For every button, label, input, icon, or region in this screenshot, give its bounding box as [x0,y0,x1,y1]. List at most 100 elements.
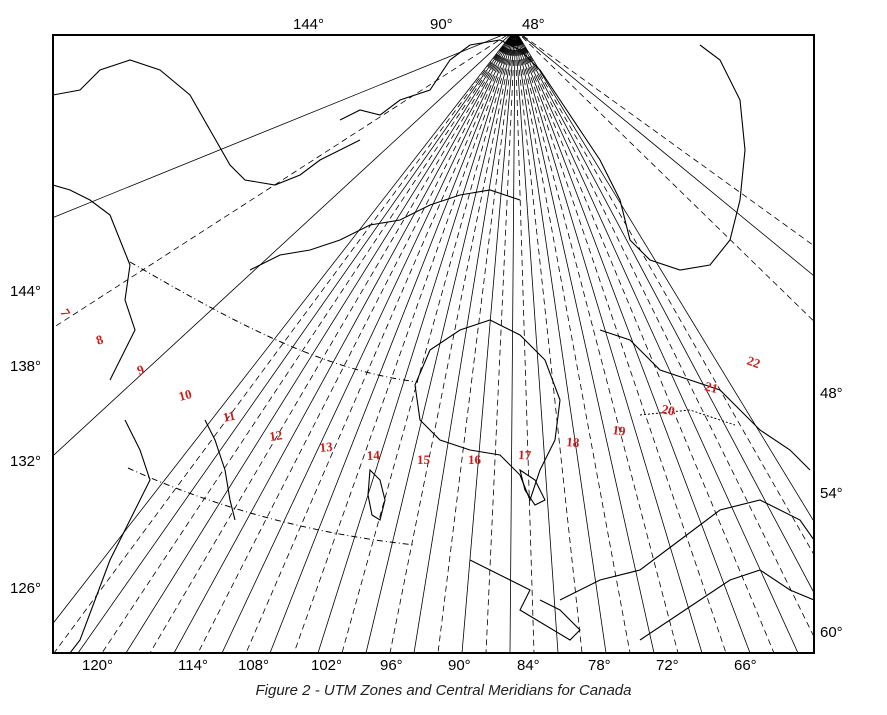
bottom-label-120: 120° [82,657,113,674]
right-label-48: 48° [820,385,843,402]
zone-boundary-line [515,35,679,653]
central-meridian-line [514,35,559,653]
left-degree-labels: 144° 138° 132° 126° [10,283,41,597]
zone-boundary-line [515,35,583,653]
bottom-label-66: 66° [734,657,757,674]
central-meridian-line [515,35,607,653]
central-meridian-line [516,35,799,653]
zone-boundary-line [516,35,775,653]
bottom-label-114: 114° [178,657,208,674]
bottom-label-108: 108° [238,657,269,674]
top-label-48: 48° [522,16,545,33]
provincial-boundary-bc-ab [204,419,236,521]
central-meridian-line [515,35,655,653]
right-label-60: 60° [820,624,843,641]
great-lakes [469,559,581,641]
zone-label-8: 8 [94,331,106,347]
central-meridian-line [517,35,814,523]
central-meridian-line [517,35,814,594]
central-meridian-line [173,35,513,653]
zone-label-17: 17 [518,447,532,463]
left-label-144: 144° [10,283,41,300]
bottom-label-78: 78° [588,657,611,674]
atlantic-coast [639,569,814,641]
zone-number-labels: 7 8 9 10 11 12 13 14 15 16 17 18 19 20 2… [57,306,762,467]
zone-label-12: 12 [268,427,283,444]
zone-boundary-line [521,35,814,247]
zone-boundary-line [245,35,514,653]
central-meridian-line [317,35,514,653]
zone-label-14: 14 [366,447,380,463]
zone-label-22: 22 [745,353,762,372]
labrador-coast [599,329,811,471]
meridian-lines [53,35,814,653]
right-label-54: 54° [820,485,843,502]
parallel-60-line [129,261,419,383]
arctic-islands [339,39,746,271]
right-degree-labels: 48° 54° 60° [820,385,843,641]
zone-boundary-line [437,35,515,653]
central-meridian-line [516,35,751,653]
zone-label-16: 16 [468,452,482,467]
zone-label-21: 21 [703,378,719,396]
james-bay [519,468,546,506]
zone-label-7: 7 [57,306,73,320]
pacific-coast [69,419,151,653]
central-meridian-line [221,35,514,653]
zone-boundary-line [341,35,515,653]
st-lawrence-coast [559,499,814,601]
map-border [52,34,815,654]
zone-label-10: 10 [177,386,193,404]
zone-boundary-line [516,35,727,653]
top-degree-labels: 144° 90° 48° [293,16,545,33]
left-label-126: 126° [10,580,41,597]
zone-boundary-line [517,35,814,556]
central-meridian-line [413,35,515,653]
central-meridian-line [269,35,514,653]
zone-label-13: 13 [319,439,334,455]
alaska-coast [53,59,361,186]
central-meridian-line [461,35,515,653]
zone-boundary-line [53,35,512,653]
zone-label-19: 19 [612,422,627,439]
bottom-label-84: 84° [517,657,540,674]
zone-boundary-line [389,35,515,653]
zone-boundary-line [149,35,513,653]
central-meridian-line [509,35,516,653]
central-meridian-line [77,35,512,653]
zone-label-11: 11 [222,408,237,425]
zone-label-18: 18 [566,434,581,450]
bottom-degree-labels: 120° 114° 108° 102° 96° 90° 84° 78° 72° … [82,657,757,674]
zone-boundary-line [293,35,514,653]
central-meridian-line [365,35,515,653]
zone-boundary-line [517,35,814,638]
zone-boundary-line [101,35,513,653]
alaska-southwest-coast [53,184,136,381]
central-meridian-line [53,35,504,219]
zone-label-15: 15 [417,452,431,467]
zone-boundary-line [197,35,513,653]
lake-winnipeg [367,468,386,521]
central-meridian-line [516,35,703,653]
hudson-bay-shore [414,319,561,502]
figure-caption: Figure 2 - UTM Zones and Central Meridia… [255,682,632,699]
bottom-label-90: 90° [448,657,471,674]
bottom-label-72: 72° [656,657,679,674]
zone-boundary-line [53,35,508,329]
parallel-49-line [127,467,416,546]
central-meridian-line [520,35,814,277]
central-meridian-line [53,35,511,457]
bottom-label-96: 96° [380,657,403,674]
zone-label-20: 20 [660,401,676,418]
central-meridian-line [125,35,513,653]
central-meridian-line [53,35,512,625]
bottom-label-102: 102° [311,657,342,674]
zone-boundary-line [485,35,516,653]
left-label-132: 132° [10,453,41,470]
arctic-mainland-coast [249,189,521,271]
zone-boundary-line [515,35,631,653]
top-label-90: 90° [430,16,453,33]
coastline-outlines [53,39,814,653]
zone-boundary-line [514,35,535,653]
